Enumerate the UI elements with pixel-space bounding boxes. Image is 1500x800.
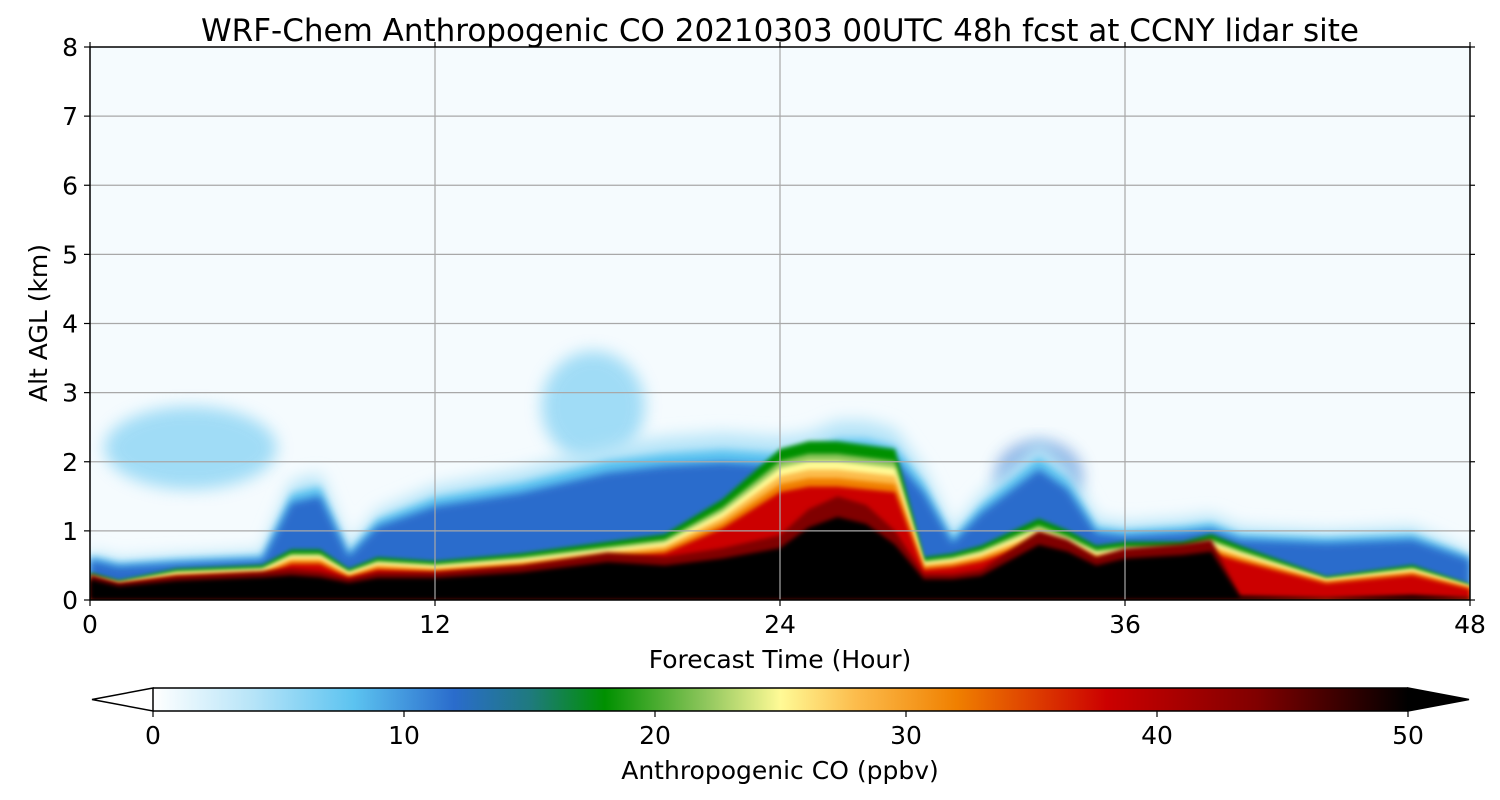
y-tick-label: 7 — [62, 102, 78, 131]
y-tick-label: 1 — [62, 517, 78, 546]
y-tick-label: 0 — [62, 586, 78, 615]
colorbar-tick-label: 0 — [145, 721, 161, 750]
colorbar-min-extend-arrow — [91, 687, 154, 712]
y-tick-label: 2 — [62, 448, 78, 477]
grid-lines — [90, 47, 1470, 600]
x-tick-label: 24 — [764, 610, 796, 639]
colorbar-label: Anthropogenic CO (ppbv) — [621, 756, 939, 785]
x-tick-label: 12 — [419, 610, 451, 639]
colorbar-tick-label: 40 — [1141, 721, 1173, 750]
y-tick-label: 4 — [62, 310, 78, 339]
colorbar-ticks: 0 10 20 30 40 50 — [145, 711, 1424, 750]
colorbar-tick-label: 10 — [388, 721, 420, 750]
colorbar: 0 10 20 30 40 50 Anthropogenic CO (ppbv) — [91, 687, 1470, 785]
colorbar-tick-label: 20 — [639, 721, 671, 750]
y-tick-label: 5 — [62, 240, 78, 269]
colorbar-body — [153, 688, 1408, 711]
y-tick-label: 8 — [62, 33, 78, 62]
colorbar-max-extend-arrow — [1407, 687, 1470, 712]
colorbar-tick-label: 30 — [890, 721, 922, 750]
y-tick-label: 3 — [62, 379, 78, 408]
co-plume-aloft-plume-17h — [541, 351, 645, 462]
colorbar-tick-label: 50 — [1392, 721, 1424, 750]
x-tick-label: 36 — [1109, 610, 1141, 639]
y-tick-label: 6 — [62, 171, 78, 200]
x-tick-label: 48 — [1454, 610, 1486, 639]
x-tick-label: 0 — [82, 610, 98, 639]
co-plume-aloft-plume-early — [104, 406, 277, 490]
y-axis-label: Alt AGL (km) — [24, 244, 53, 402]
x-axis-label: Forecast Time (Hour) — [649, 645, 912, 674]
